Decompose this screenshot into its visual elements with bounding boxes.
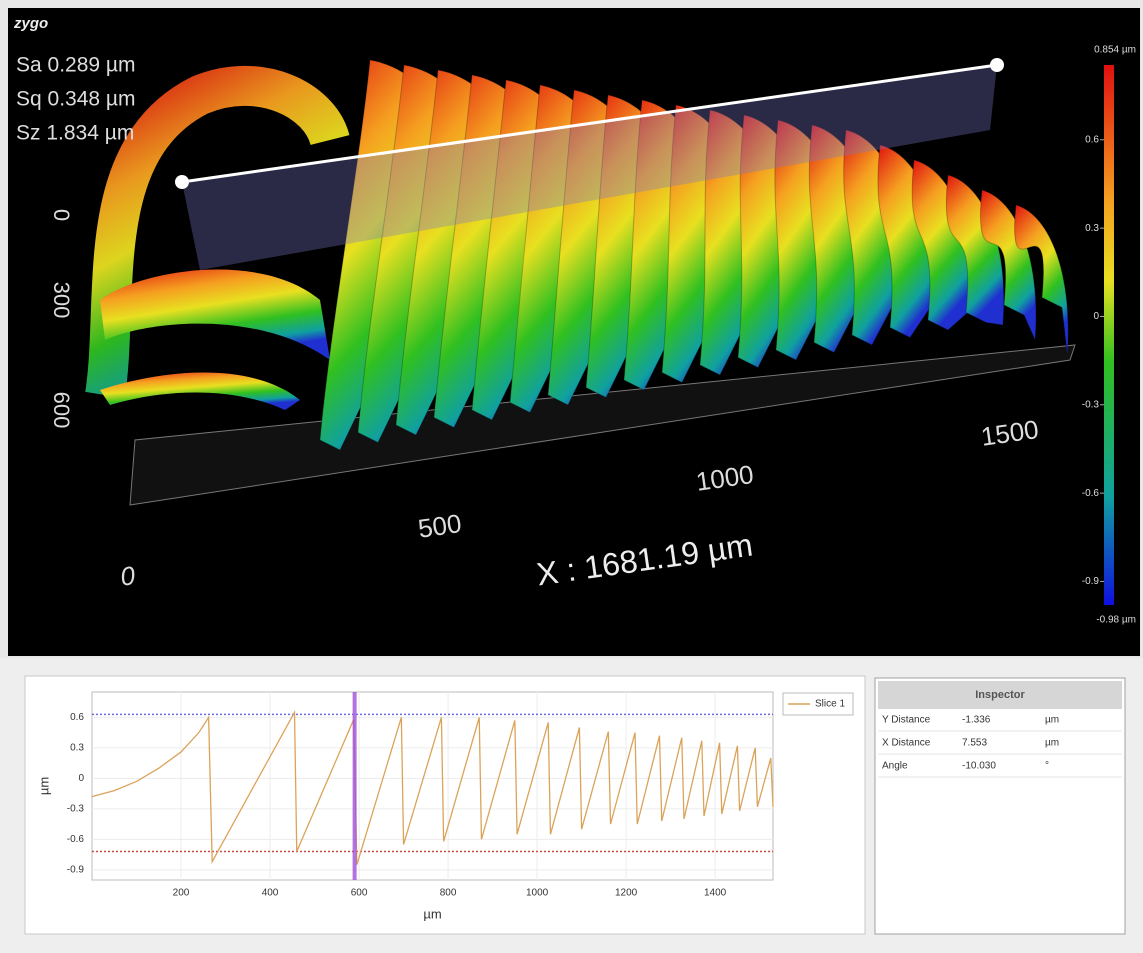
colorbar-max: 0.854 µm	[1094, 45, 1136, 56]
axis-label: 600	[49, 392, 74, 429]
colorbar-tick-label: 0.3	[1085, 223, 1099, 234]
logo: zygo	[13, 15, 48, 32]
page: zygo Sa 0.289 µm Sq 0.348 µm Sz 1.834 µm 0 30…	[0, 0, 1143, 953]
colorbar	[1104, 65, 1114, 605]
legend-label: Slice 1	[815, 699, 845, 710]
measure-handle	[990, 58, 1004, 72]
measure-handle	[175, 175, 189, 189]
colorbar-tick-label: -0.6	[1082, 488, 1100, 499]
x-tick-label: 800	[440, 888, 457, 899]
inspector-cell: -1.336	[962, 715, 991, 726]
stat-label: Sz 1.834 µm	[16, 122, 134, 145]
inspector-cell: °	[1045, 761, 1049, 772]
axis-label: 300	[49, 282, 74, 319]
y-tick-label: 0	[78, 773, 84, 784]
y-tick-label: 0.6	[70, 712, 84, 723]
x-tick-label: 1400	[704, 888, 727, 899]
x-tick-label: 400	[262, 888, 279, 899]
y-tick-label: -0.3	[67, 804, 85, 815]
y-tick-label: 0.3	[70, 743, 84, 754]
inspector-title: Inspector	[975, 689, 1025, 701]
x-axis-label: µm	[423, 906, 441, 921]
inspector-cell: µm	[1045, 715, 1059, 726]
y-tick-label: -0.6	[67, 834, 85, 845]
x-tick-label: 600	[351, 888, 368, 899]
x-tick-label: 200	[173, 888, 190, 899]
app-window: zygo Sa 0.289 µm Sq 0.348 µm Sz 1.834 µm 0 30…	[0, 0, 1143, 953]
colorbar-tick-label: -0.3	[1082, 399, 1100, 410]
x-tick-label: 1200	[615, 888, 638, 899]
colorbar-tick-label: 0.6	[1085, 134, 1099, 145]
inspector-cell: µm	[1045, 738, 1059, 749]
y-axis-label: µm	[36, 777, 51, 795]
y-tick-label: -0.9	[67, 864, 85, 875]
inspector-cell: 7.553	[962, 738, 987, 749]
inspector-cell: X Distance	[882, 738, 931, 749]
colorbar-tick-label: 0	[1093, 311, 1099, 322]
x-tick-label: 1000	[526, 888, 549, 899]
inspector-cell: -10.030	[962, 761, 996, 772]
stat-label: Sa 0.289 µm	[16, 54, 136, 77]
axis-label: 0	[49, 209, 74, 221]
inspector-cell: Y Distance	[882, 715, 931, 726]
colorbar-min: -0.98 µm	[1096, 615, 1136, 626]
colorbar-tick-label: -0.9	[1082, 576, 1100, 587]
axis-label: 500	[416, 508, 463, 544]
stat-label: Sq 0.348 µm	[16, 88, 136, 111]
inspector-cell: Angle	[882, 761, 908, 772]
